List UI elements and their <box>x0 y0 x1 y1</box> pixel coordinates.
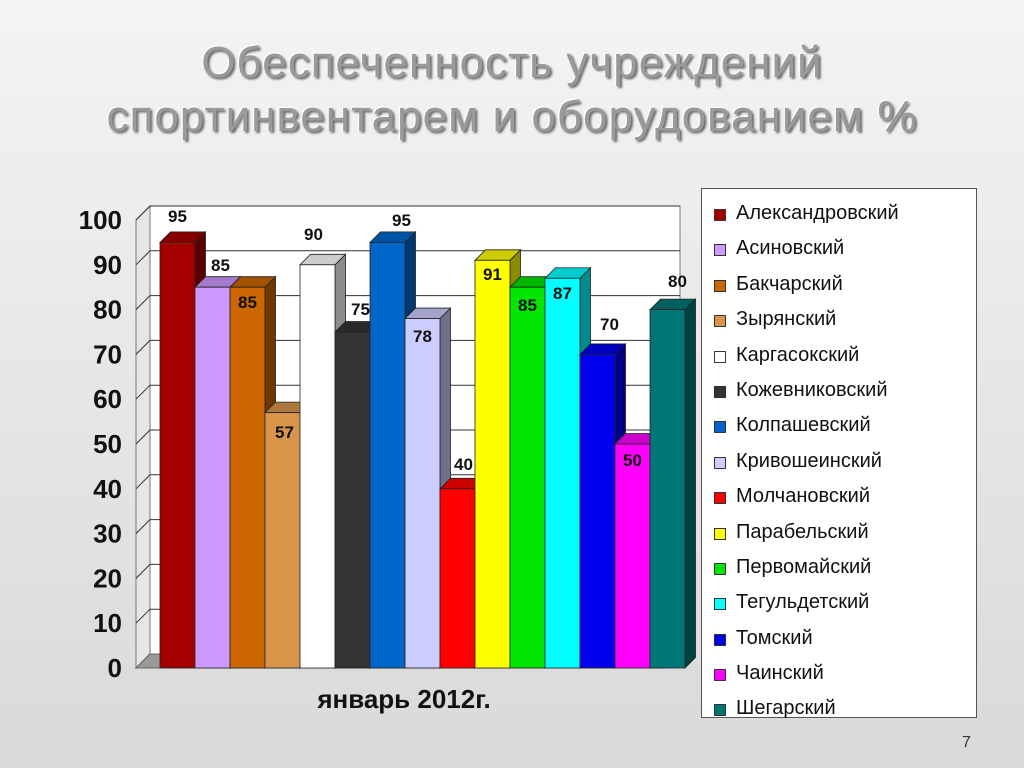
bar <box>474 259 511 669</box>
legend-item: Кожевниковский <box>702 372 976 407</box>
legend-item: Зырянский <box>702 301 976 336</box>
bar <box>544 277 581 669</box>
data-label: 91 <box>483 265 502 284</box>
legend-item: Томский <box>702 620 976 655</box>
legend-item: Кривошеинский <box>702 443 976 478</box>
y-tick-label: 50 <box>93 429 122 459</box>
legend-label: Бакчарский <box>736 272 843 295</box>
chart-legend: Александровский Асиновский Бакчарский Зырян… <box>701 188 977 719</box>
legend-label: Кожевниковский <box>736 378 888 401</box>
legend-item: Шегарский <box>702 690 976 725</box>
legend-item: Каргасокский <box>702 337 976 372</box>
data-label: 40 <box>454 455 473 474</box>
bar <box>404 318 441 669</box>
data-label: 57 <box>275 423 294 442</box>
bar <box>509 286 546 669</box>
x-axis-label: январь 2012г. <box>316 684 490 714</box>
legend-swatch <box>714 704 726 717</box>
bar <box>229 286 266 669</box>
legend-swatch <box>714 421 726 434</box>
y-gridline <box>135 205 680 221</box>
legend-swatch <box>714 209 726 221</box>
bar <box>194 286 231 669</box>
legend-item: Александровский <box>702 195 976 230</box>
y-tick-label: 30 <box>93 519 122 549</box>
legend-label: Кривошеинский <box>736 449 882 472</box>
legend-label: Асиновский <box>736 237 845 260</box>
legend-item: Тегульдетский <box>702 584 976 619</box>
legend-item: Молчановский <box>702 478 976 513</box>
y-tick-label: 70 <box>93 339 122 369</box>
y-tick-label: 60 <box>93 384 122 414</box>
legend-swatch <box>714 315 726 328</box>
bar <box>649 309 686 669</box>
legend-label: Александровский <box>736 202 899 224</box>
legend-label: Колпашевский <box>736 414 871 437</box>
legend-swatch <box>714 456 726 469</box>
title-line-2: спортинвентарем и оборудованием % <box>106 92 918 141</box>
legend-item: Асиновский <box>702 230 976 265</box>
legend-swatch <box>714 385 726 398</box>
title-line-1: Обеспеченность учреждений <box>201 38 823 87</box>
legend-label: Молчановский <box>736 485 871 508</box>
y-tick-label: 10 <box>93 608 122 638</box>
bar <box>614 443 651 669</box>
legend-swatch <box>714 350 726 363</box>
bar <box>299 264 336 669</box>
legend-item: Чаинский <box>702 655 976 690</box>
legend-label: Чаинский <box>736 662 824 685</box>
data-label: 70 <box>600 315 619 334</box>
legend-item: Колпашевский <box>702 407 976 442</box>
y-tick-label: 20 <box>93 563 122 593</box>
legend-label: Зырянский <box>736 308 837 331</box>
y-tick-label: 80 <box>93 295 122 325</box>
legend-label: Тегульдетский <box>736 591 870 614</box>
bar <box>264 412 301 669</box>
legend-label: Томский <box>736 626 813 649</box>
data-label: 95 <box>168 207 187 226</box>
data-label: 90 <box>304 225 323 244</box>
data-label: 87 <box>553 284 572 303</box>
data-label: 85 <box>211 256 230 275</box>
legend-item: Парабельский <box>702 514 976 549</box>
data-label: 78 <box>413 327 432 346</box>
legend-label: Парабельский <box>736 520 869 543</box>
bar <box>439 488 476 669</box>
legend-label: Первомайский <box>736 555 872 578</box>
data-label: 85 <box>238 293 257 312</box>
data-label: 50 <box>623 451 642 470</box>
legend-swatch <box>714 492 726 505</box>
y-tick-label: 0 <box>108 653 122 683</box>
slide-title: Обеспеченность учреждений спортинвентаре… <box>0 36 1024 144</box>
data-label: 95 <box>392 211 411 230</box>
legend-label: Каргасокский <box>736 343 860 366</box>
legend-swatch <box>714 669 726 682</box>
data-label: 80 <box>668 272 687 291</box>
legend-swatch <box>714 527 726 540</box>
legend-swatch <box>714 633 726 646</box>
bar-side <box>684 298 696 669</box>
y-tick-label: 100 <box>79 205 122 235</box>
legend-swatch <box>714 562 726 575</box>
bar <box>334 331 371 669</box>
legend-swatch <box>714 279 726 292</box>
legend-swatch <box>714 598 726 611</box>
page-number: 7 <box>962 734 971 751</box>
data-label: 85 <box>518 296 537 315</box>
bar <box>369 241 406 669</box>
legend-item: Бакчарский <box>702 266 976 301</box>
y-tick-label: 40 <box>93 474 122 504</box>
legend-swatch <box>714 244 726 257</box>
bar <box>159 241 196 669</box>
legend-item: Первомайский <box>702 549 976 584</box>
bar <box>579 353 616 669</box>
data-label: 75 <box>351 300 370 319</box>
legend-label: Шегарский <box>736 697 836 720</box>
y-tick-label: 90 <box>93 250 122 280</box>
